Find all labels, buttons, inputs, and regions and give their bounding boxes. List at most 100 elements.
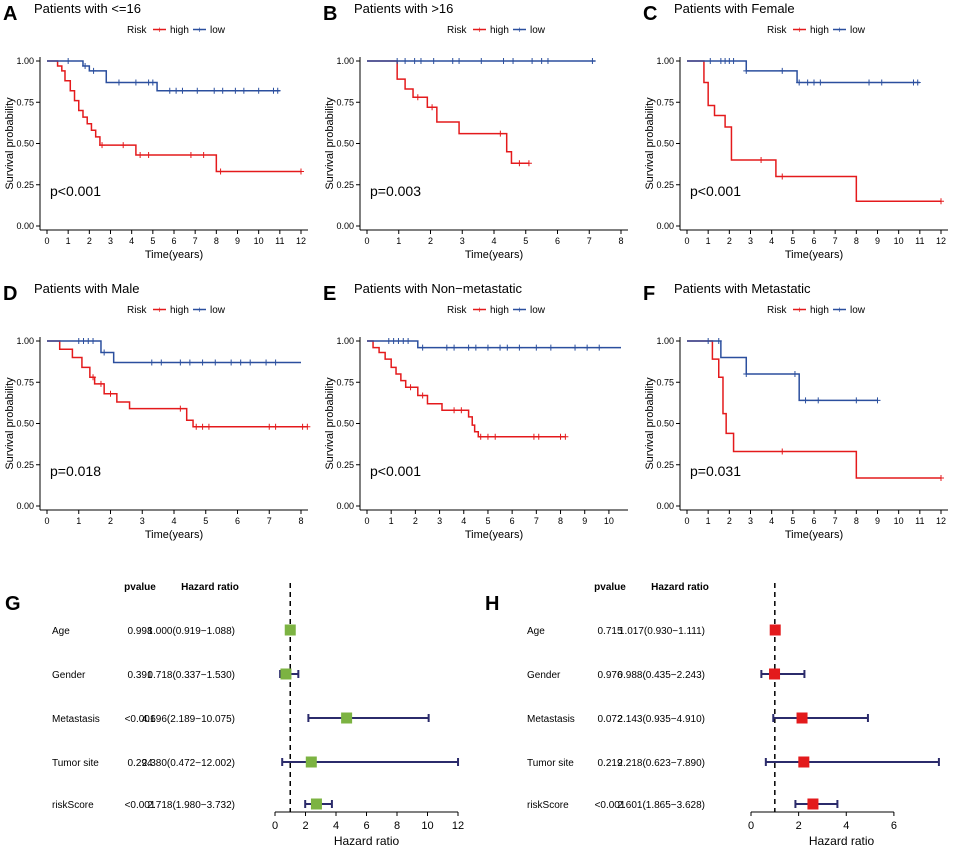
censor-mark-high bbox=[429, 104, 436, 111]
x-tick-label: 11 bbox=[275, 236, 284, 246]
x-tick-label: 12 bbox=[296, 236, 306, 246]
censor-mark-low bbox=[544, 58, 551, 64]
x-tick-label: 2 bbox=[727, 236, 732, 246]
legend-high-label: high bbox=[490, 305, 509, 316]
censor-mark-high bbox=[477, 433, 484, 440]
x-tick-label: 12 bbox=[936, 516, 946, 526]
censor-mark-high bbox=[177, 405, 184, 412]
censor-mark-high bbox=[497, 130, 504, 137]
censor-mark-low bbox=[232, 87, 239, 94]
legend-low-label: low bbox=[210, 25, 226, 36]
column-header-hazard-ratio: Hazard ratio bbox=[181, 582, 239, 593]
y-tick-label: 1.00 bbox=[656, 56, 674, 66]
panel-letter: F bbox=[643, 283, 655, 305]
x-tick-label: 4 bbox=[333, 820, 339, 832]
x-axis-title: Time(years) bbox=[465, 529, 523, 541]
x-tick-label: 3 bbox=[748, 516, 753, 526]
km-curve-low bbox=[47, 340, 301, 364]
p-value-label: p=0.031 bbox=[690, 463, 741, 479]
censor-mark-low bbox=[804, 79, 811, 86]
row-label: riskScore bbox=[527, 800, 569, 811]
x-tick-label: 10 bbox=[894, 516, 904, 526]
row-hazard-ratio: 2.143(0.935−4.910) bbox=[617, 714, 705, 725]
x-tick-label: 12 bbox=[936, 236, 946, 246]
legend-high-label: high bbox=[490, 25, 509, 36]
censor-mark-low bbox=[874, 397, 881, 404]
legend-high-label: high bbox=[170, 305, 189, 316]
censor-mark-low bbox=[186, 359, 193, 366]
censor-mark-high bbox=[272, 423, 279, 430]
legend-low-label: low bbox=[530, 305, 546, 316]
censor-mark-high bbox=[97, 380, 104, 387]
y-tick-label: 0.00 bbox=[656, 501, 674, 511]
censor-mark-low bbox=[707, 58, 714, 64]
censor-mark-low bbox=[743, 67, 750, 74]
censor-mark-high bbox=[90, 374, 97, 381]
hr-point bbox=[769, 624, 781, 636]
x-tick-label: 7 bbox=[833, 236, 838, 246]
x-tick-label: 5 bbox=[523, 236, 528, 246]
censor-mark-low bbox=[158, 359, 165, 366]
row-pvalue: 0.219 bbox=[597, 758, 622, 769]
y-tick-label: 0.75 bbox=[16, 377, 34, 387]
censor-mark-low bbox=[419, 344, 426, 351]
legend-low-mark: + bbox=[197, 25, 202, 35]
x-axis-title: Time(years) bbox=[465, 249, 523, 261]
x-tick-label: 0 bbox=[364, 236, 369, 246]
y-tick-label: 0.25 bbox=[656, 180, 674, 190]
censor-mark-low bbox=[484, 344, 491, 351]
y-tick-label: 0.00 bbox=[16, 501, 34, 511]
x-tick-label: 11 bbox=[915, 516, 924, 526]
legend-low-mark: + bbox=[517, 25, 522, 35]
censor-mark-low bbox=[589, 58, 596, 64]
censor-mark-high bbox=[107, 390, 114, 397]
y-tick-label: 0.75 bbox=[336, 97, 354, 107]
censor-mark-low bbox=[443, 344, 450, 351]
censor-mark-low bbox=[411, 58, 418, 64]
y-tick-label: 0.00 bbox=[16, 221, 34, 231]
legend-low-label: low bbox=[210, 305, 226, 316]
legend-high-mark: + bbox=[477, 305, 482, 315]
hr-point bbox=[798, 756, 810, 768]
y-axis-title: Survival probability bbox=[644, 97, 656, 190]
panel-letter: B bbox=[323, 3, 337, 25]
x-tick-label: 9 bbox=[235, 236, 240, 246]
y-tick-label: 1.00 bbox=[656, 336, 674, 346]
censor-mark-high bbox=[266, 423, 273, 430]
y-tick-label: 1.00 bbox=[336, 56, 354, 66]
censor-mark-low bbox=[456, 58, 463, 64]
censor-mark-high bbox=[304, 423, 311, 430]
row-label: Tumor site bbox=[527, 758, 574, 769]
x-tick-label: 2 bbox=[108, 516, 113, 526]
panel-letter: A bbox=[3, 3, 17, 25]
legend-title: Risk bbox=[127, 305, 147, 316]
hr-point bbox=[284, 624, 296, 636]
x-axis-title: Time(years) bbox=[785, 529, 843, 541]
censor-mark-high bbox=[187, 152, 194, 159]
censor-mark-high bbox=[414, 94, 421, 101]
censor-mark-high bbox=[562, 433, 569, 440]
x-tick-label: 0 bbox=[272, 820, 278, 832]
hr-point bbox=[310, 798, 322, 810]
panel-letter: D bbox=[3, 283, 17, 305]
x-tick-label: 1 bbox=[389, 516, 394, 526]
x-tick-label: 6 bbox=[363, 820, 369, 832]
censor-mark-high bbox=[525, 160, 532, 167]
censor-mark-low bbox=[177, 359, 184, 366]
x-tick-label: 2 bbox=[302, 820, 308, 832]
censor-mark-low bbox=[240, 87, 247, 94]
censor-mark-low bbox=[166, 87, 173, 94]
y-axis-title: Survival probability bbox=[644, 377, 656, 470]
censor-mark-low bbox=[866, 79, 873, 86]
legend-low-label: low bbox=[850, 25, 866, 36]
panel-letter: G bbox=[5, 593, 21, 615]
x-tick-label: 7 bbox=[267, 516, 272, 526]
row-label: Gender bbox=[52, 670, 86, 681]
censor-mark-low bbox=[497, 344, 504, 351]
x-tick-label: 4 bbox=[843, 820, 849, 832]
censor-mark-low bbox=[914, 79, 921, 86]
censor-mark-low bbox=[255, 87, 262, 94]
x-tick-label: 6 bbox=[811, 516, 816, 526]
km-panel-a: A Patients with <=16 Risk + high + low 0.00 0.25… bbox=[3, 1, 308, 261]
